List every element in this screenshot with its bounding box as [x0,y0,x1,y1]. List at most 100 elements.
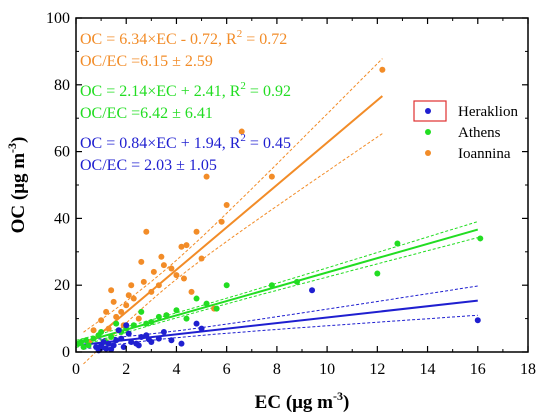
data-point-heraklion [115,327,122,334]
x-tick-label: 2 [122,361,130,378]
data-point-athens [80,343,87,350]
data-point-athens [193,295,200,302]
data-point-ioannina [98,317,105,324]
data-point-heraklion [98,344,105,351]
data-point-ioannina [178,243,185,250]
data-point-ioannina [158,253,165,260]
data-point-athens [148,318,155,325]
data-point-heraklion [145,336,152,343]
data-point-ioannina [168,265,175,272]
data-point-heraklion [160,328,167,335]
annotation-ioannina: OC/EC =6.15 ± 2.59 [80,53,213,70]
data-point-ioannina [150,268,157,275]
data-point-athens [155,313,162,320]
legend-marker-ioannina [425,150,431,156]
x-tick-label: 12 [369,361,385,378]
data-point-heraklion [100,338,107,345]
data-point-athens [85,342,92,349]
data-point-ioannina [125,292,132,299]
data-point-heraklion [105,340,112,347]
data-point-athens [163,312,170,319]
annotation-athens: OC = 2.14×EC + 2.41, R2 = 0.92 [80,80,291,100]
data-point-ioannina [180,275,187,282]
data-point-ioannina [198,255,205,262]
data-point-heraklion [135,342,142,349]
annotation-ioannina: OC = 6.34×EC - 0.72, R2 = 0.72 [80,28,287,48]
annotation-athens: OC/EC =6.42 ± 6.41 [80,105,213,122]
data-point-athens [213,305,220,312]
data-point-athens [374,270,381,277]
data-point-ioannina [203,173,210,180]
legend-label-athens: Athens [458,125,501,141]
data-point-heraklion [474,317,481,324]
data-point-athens [268,282,275,289]
data-point-athens [394,240,401,247]
legend-marker-athens [425,129,431,135]
legend-marker-heraklion [425,108,431,114]
data-point-athens [98,328,105,335]
x-tick-label: 14 [420,361,436,378]
data-point-ioannina [108,287,115,294]
y-tick-label: 0 [62,344,70,361]
data-point-athens [203,300,210,307]
data-point-ioannina [135,315,142,322]
data-point-athens [90,335,97,342]
y-tick-label: 20 [54,277,70,294]
data-point-athens [223,282,230,289]
data-point-ioannina [130,295,137,302]
data-point-ioannina [140,278,147,285]
regression-annotations: OC = 6.34×EC - 0.72, R2 = 0.72 OC/EC =6.1… [80,28,291,174]
y-tick-label: 60 [54,144,70,161]
x-axis-title: EC (μg m-3) [255,389,350,413]
y-tick-label: 80 [54,77,70,94]
data-point-heraklion [123,322,130,329]
data-point-heraklion [128,338,135,345]
x-tick-label: 8 [273,361,281,378]
data-point-athens [477,235,484,242]
data-point-ioannina [160,262,167,269]
confidence-band-lower-ioannina [83,133,383,365]
data-point-ioannina [188,288,195,295]
data-point-ioannina [105,325,112,332]
axis-ticks: 0 2 4 6 8 10 12 14 16 18 0 20 40 60 80 100 [46,10,536,378]
data-point-athens [183,315,190,322]
data-point-heraklion [193,320,200,327]
data-point-heraklion [309,287,316,294]
confidence-band-lower-heraklion [83,314,478,350]
data-point-ioannina [193,228,200,235]
data-point-heraklion [108,346,115,353]
y-axis-title: OC (μg m-3) [5,137,29,234]
confidence-band-upper-heraklion [83,285,478,341]
data-point-athens [113,320,120,327]
data-point-ioannina [148,288,155,295]
confidence-band-lower-athens [75,237,478,348]
data-point-athens [173,307,180,314]
legend-label-heraklion: Heraklion [458,104,518,120]
x-tick-label: 4 [172,361,180,378]
data-point-athens [108,333,115,340]
data-point-heraklion [198,325,205,332]
data-point-athens [78,338,85,345]
data-point-heraklion [120,343,127,350]
data-point-athens [143,320,150,327]
x-tick-label: 6 [223,361,231,378]
data-point-heraklion [178,340,185,347]
data-point-heraklion [138,333,145,340]
data-point-heraklion [125,330,132,337]
data-point-ioannina [123,302,130,309]
legend: Heraklion Athens Ioannina [413,100,518,162]
data-points [75,66,484,354]
legend-label-ioannina: Ioannina [458,146,511,162]
x-tick-label: 0 [72,361,80,378]
data-point-ioannina [118,308,125,315]
data-point-ioannina [268,173,275,180]
data-point-ioannina [138,258,145,265]
data-point-heraklion [118,335,125,342]
data-point-ioannina [218,218,225,225]
x-tick-label: 16 [470,361,486,378]
data-point-ioannina [143,228,150,235]
data-point-ioannina [183,242,190,249]
y-tick-label: 100 [46,10,70,27]
legend-highlight-box [413,100,447,122]
